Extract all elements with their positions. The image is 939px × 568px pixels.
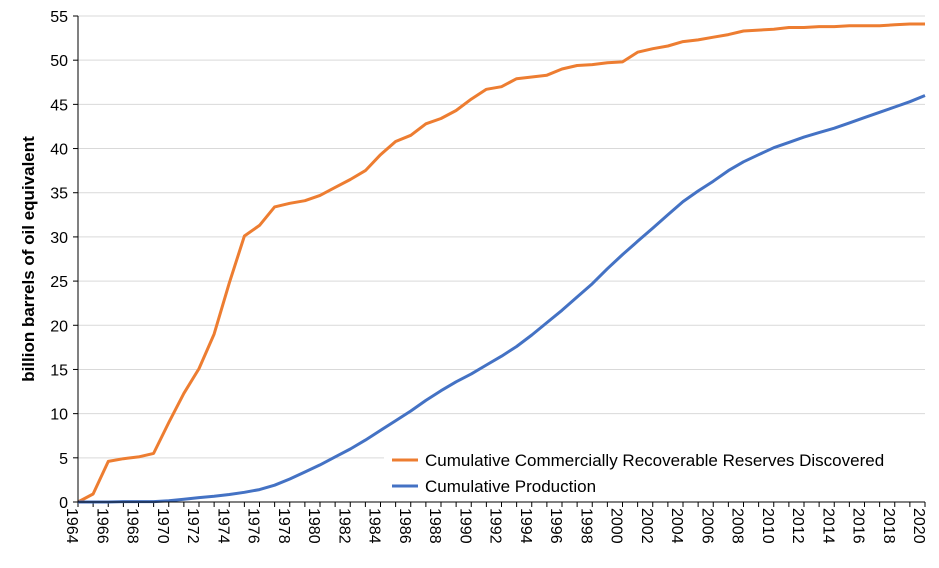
x-tick-label: 1970	[154, 508, 171, 544]
x-tick-label: 2004	[668, 508, 685, 544]
x-tick-label: 1992	[487, 508, 504, 544]
legend: Cumulative Commercially Recoverable Rese…	[384, 446, 932, 498]
y-tick-label: 30	[50, 230, 68, 247]
x-tick-label: 1990	[456, 508, 473, 544]
x-tick-label: 1984	[366, 508, 383, 544]
y-tick-label: 0	[59, 495, 68, 512]
y-tick-label: 5	[59, 451, 68, 468]
x-tick-label: 1964	[63, 508, 80, 544]
x-tick-label: 2016	[850, 508, 867, 544]
series-lines	[77, 22, 926, 504]
x-tick-label: 2010	[759, 508, 776, 544]
x-tick-label: 2020	[910, 508, 927, 544]
x-tick-label: 2018	[880, 508, 897, 544]
x-tick-label: 1994	[517, 508, 534, 544]
x-tick-label: 2012	[789, 508, 806, 544]
y-tick-label: 50	[50, 53, 68, 70]
y-tick-label: 35	[50, 186, 68, 203]
x-tick-label: 1976	[245, 508, 262, 544]
x-axis-ticks: 1964 1966 1968 1970 1972 1974 1976 1978 1980 1982…	[63, 502, 927, 544]
y-axis-ticks: 0 5 10 15 20 25 30 35 40 45 50 55	[50, 9, 78, 512]
gridlines	[78, 15, 925, 459]
legend-label: Cumulative Production	[425, 477, 596, 496]
series-line-reserves	[77, 22, 925, 504]
x-tick-label: 1988	[426, 508, 443, 544]
x-tick-label: 1986	[396, 508, 413, 544]
x-tick-label: 2006	[698, 508, 715, 544]
y-tick-label: 40	[50, 142, 68, 159]
x-tick-label: 1982	[335, 508, 352, 544]
y-tick-label: 15	[50, 362, 68, 379]
y-tick-label: 55	[50, 9, 68, 26]
x-tick-label: 1974	[214, 508, 231, 544]
x-tick-label: 2008	[729, 508, 746, 544]
y-tick-label: 45	[50, 97, 68, 114]
legend-label: Cumulative Commercially Recoverable Rese…	[425, 451, 884, 470]
series-line-production	[78, 94, 926, 504]
x-tick-label: 1998	[577, 508, 594, 544]
x-tick-label: 1996	[547, 508, 564, 544]
x-tick-label: 1980	[305, 508, 322, 544]
y-tick-label: 10	[50, 407, 68, 424]
y-tick-label: 25	[50, 274, 68, 291]
x-tick-label: 1978	[275, 508, 292, 544]
x-tick-label: 1966	[93, 508, 110, 544]
y-axis-label: billion barrels of oil equivalent	[19, 136, 38, 382]
x-tick-label: 2014	[819, 508, 836, 544]
x-tick-label: 1968	[124, 508, 141, 544]
y-tick-label: 20	[50, 318, 68, 335]
x-tick-label: 1972	[184, 508, 201, 544]
x-tick-label: 2000	[608, 508, 625, 544]
x-tick-label: 2002	[638, 508, 655, 544]
